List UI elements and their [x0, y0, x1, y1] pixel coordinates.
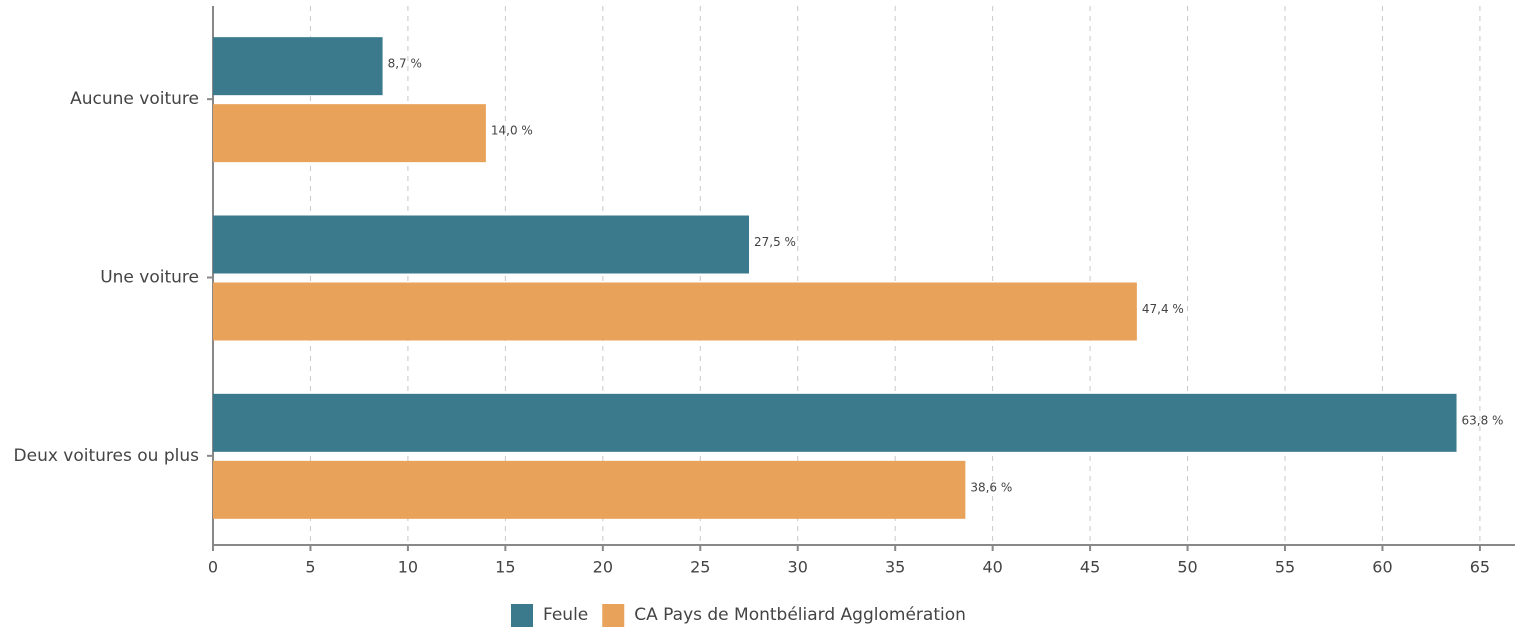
bar: [213, 393, 1457, 452]
x-tick-label: 65: [1470, 558, 1490, 577]
x-tick-label: 50: [1177, 558, 1197, 577]
value-label: 47,4 %: [1142, 302, 1184, 316]
x-tick-label: 40: [982, 558, 1002, 577]
x-tick-label: 55: [1275, 558, 1295, 577]
legend-swatch: [602, 604, 625, 627]
x-tick-label: 15: [495, 558, 515, 577]
x-tick-label: 30: [788, 558, 808, 577]
x-tick-label: 45: [1080, 558, 1100, 577]
y-tick-label: Aucune voiture: [70, 89, 199, 109]
legend-label: CA Pays de Montbéliard Agglomération: [634, 605, 966, 625]
bar: [213, 282, 1137, 341]
value-label: 27,5 %: [754, 235, 796, 249]
x-tick-label: 0: [208, 558, 218, 577]
y-tick-label: Une voiture: [100, 268, 199, 288]
legend-label: Feule: [543, 605, 588, 625]
y-tick-label: Deux voitures ou plus: [14, 446, 200, 466]
x-tick-label: 35: [885, 558, 905, 577]
bar: [213, 104, 486, 163]
bar: [213, 215, 750, 274]
value-label: 14,0 %: [491, 124, 533, 138]
value-label: 8,7 %: [388, 57, 422, 71]
bar: [213, 37, 383, 96]
legend-swatch: [511, 604, 533, 627]
bar: [213, 460, 966, 519]
x-tick-label: 5: [305, 558, 315, 577]
x-tick-label: 20: [593, 558, 613, 577]
value-label: 63,8 %: [1462, 413, 1504, 427]
value-label: 38,6 %: [970, 480, 1012, 494]
x-tick-label: 25: [690, 558, 710, 577]
x-tick-label: 60: [1372, 558, 1392, 577]
x-tick-label: 10: [398, 558, 418, 577]
